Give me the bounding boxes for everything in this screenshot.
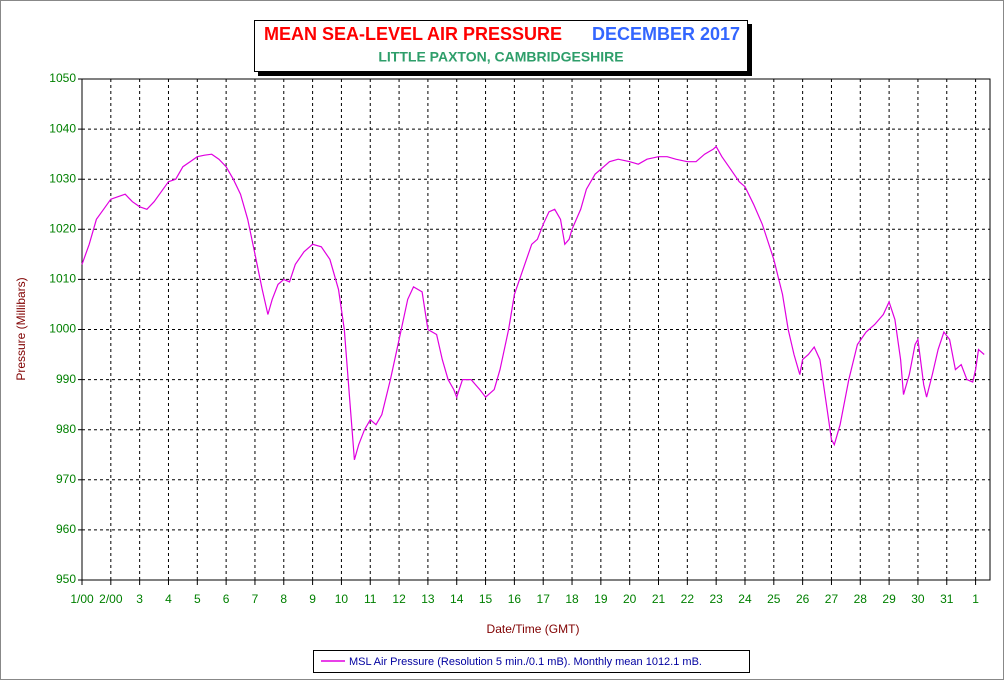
x-tick-label: 6 [223, 592, 230, 606]
x-tick-label: 8 [280, 592, 287, 606]
y-tick-label: 950 [56, 572, 76, 586]
x-tick-label: 7 [252, 592, 259, 606]
x-tick-label: 12 [392, 592, 406, 606]
y-tick-label: 980 [56, 422, 76, 436]
legend-label: MSL Air Pressure (Resolution 5 min./0.1 … [349, 656, 702, 668]
x-tick-label: 18 [565, 592, 579, 606]
chart-subtitle: LITTLE PAXTON, CAMBRIDGESHIRE [378, 49, 623, 65]
y-tick-label: 960 [56, 522, 76, 536]
x-tick-label: 17 [537, 592, 551, 606]
x-tick-label: 30 [911, 592, 925, 606]
x-tick-label: 5 [194, 592, 201, 606]
x-tick-label: 27 [825, 592, 839, 606]
x-tick-label: 25 [767, 592, 781, 606]
x-tick-label: 28 [854, 592, 868, 606]
x-axis-label: Date/Time (GMT) [487, 622, 580, 636]
x-tick-label: 16 [508, 592, 522, 606]
x-tick-label: 24 [738, 592, 752, 606]
x-tick-label: 23 [709, 592, 723, 606]
chart-title: MEAN SEA-LEVEL AIR PRESSURE [264, 24, 562, 44]
x-tick-label: 1 [972, 592, 979, 606]
x-tick-label: 31 [940, 592, 954, 606]
y-tick-label: 1040 [49, 121, 76, 135]
chart-title-date: DECEMBER 2017 [592, 24, 740, 44]
x-tick-label: 22 [681, 592, 695, 606]
x-tick-label: 4 [165, 592, 172, 606]
x-tick-label: 20 [623, 592, 637, 606]
x-tick-label: 9 [309, 592, 316, 606]
x-tick-label: 26 [796, 592, 810, 606]
title-box [254, 20, 748, 72]
x-tick-label: 11 [364, 592, 377, 606]
y-tick-label: 1010 [49, 272, 76, 286]
y-tick-label: 1030 [49, 171, 76, 185]
x-tick-label: 19 [594, 592, 608, 606]
plot-area [81, 78, 991, 581]
y-tick-label: 1000 [49, 322, 76, 336]
x-tick-label: 21 [652, 592, 666, 606]
data-line [81, 145, 985, 460]
y-axis-label: Pressure (Millibars) [14, 277, 28, 380]
x-tick-label: 1/00 [70, 592, 94, 606]
x-tick-label: 13 [421, 592, 435, 606]
x-tick-label: 10 [335, 592, 349, 606]
y-tick-label: 1050 [49, 71, 76, 85]
x-tick-label: 3 [136, 592, 143, 606]
y-tick-label: 970 [56, 472, 76, 486]
y-tick-label: 990 [56, 372, 76, 386]
legend-box [313, 650, 750, 673]
x-tick-label: 2/00 [99, 592, 123, 606]
x-tick-label: 29 [882, 592, 896, 606]
x-tick-label: 15 [479, 592, 493, 606]
y-tick-label: 1020 [49, 221, 76, 235]
x-tick-label: 14 [450, 592, 464, 606]
